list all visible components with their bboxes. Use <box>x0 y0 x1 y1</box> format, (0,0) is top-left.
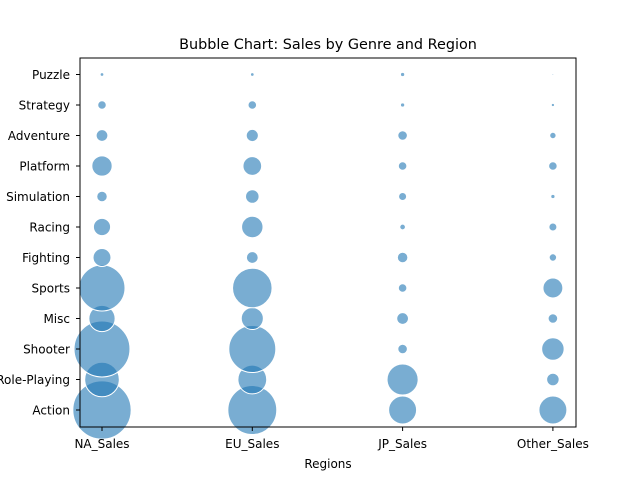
bubble-puzzle-na_sales <box>99 72 105 77</box>
plot-frame <box>79 57 577 428</box>
bubble-misc-eu_sales <box>240 306 264 331</box>
bubble-platform-eu_sales <box>242 156 263 176</box>
bubble-simulation-eu_sales <box>245 189 260 204</box>
bubble-platform-jp_sales <box>397 161 408 171</box>
bubble-puzzle-other_sales <box>551 73 555 76</box>
bubble-sports-na_sales <box>78 264 126 312</box>
bubble-sports-eu_sales <box>232 267 273 309</box>
y-tick-label: Racing <box>29 221 70 235</box>
bubble-racing-jp_sales <box>399 223 406 231</box>
bubble-role-playing-jp_sales <box>386 363 419 396</box>
y-tick-label: Sports <box>32 282 70 296</box>
bubble-strategy-eu_sales <box>247 100 258 110</box>
bubble-fighting-other_sales <box>548 253 558 262</box>
bubble-misc-other_sales <box>547 313 559 324</box>
y-tick-label: Simulation <box>6 190 70 204</box>
bubble-action-other_sales <box>538 395 568 425</box>
bubble-racing-eu_sales <box>241 215 264 239</box>
y-axis: Action Role-Playing Shooter Misc Sports Fight… <box>0 68 80 418</box>
bubble-sports-jp_sales <box>397 283 408 293</box>
y-tick-label: Platform <box>19 160 70 174</box>
bubble-platform-other_sales <box>548 161 558 171</box>
bubble-simulation-na_sales <box>96 190 108 203</box>
x-tick-label: JP_Sales <box>377 437 427 451</box>
y-tick-label: Action <box>32 404 70 418</box>
bubble-simulation-other_sales <box>550 193 556 200</box>
bubble-adventure-na_sales <box>95 129 109 142</box>
y-tick-label: Adventure <box>8 129 70 143</box>
bubble-puzzle-jp_sales <box>399 71 406 78</box>
bubble-fighting-na_sales <box>92 248 112 267</box>
x-tick-label: EU_Sales <box>225 437 279 451</box>
y-tick-label: Misc <box>43 312 70 326</box>
bubble-fighting-eu_sales <box>245 251 259 264</box>
bubble-racing-other_sales <box>548 222 558 232</box>
bubble-role-playing-other_sales <box>546 372 560 387</box>
bubble-shooter-other_sales <box>541 337 565 361</box>
y-tick-label: Role-Playing <box>0 373 70 387</box>
bubble-layer <box>72 71 568 440</box>
y-tick-label: Strategy <box>19 99 70 113</box>
bubble-action-jp_sales <box>388 395 418 425</box>
bubble-strategy-na_sales <box>97 100 107 110</box>
bubble-adventure-jp_sales <box>397 130 408 141</box>
bubble-racing-na_sales <box>92 217 112 237</box>
bubble-shooter-jp_sales <box>397 343 408 355</box>
bubble-fighting-jp_sales <box>396 251 409 264</box>
bubble-platform-na_sales <box>91 155 113 177</box>
x-tick-label: Other_Sales <box>517 437 589 451</box>
y-tick-label: Puzzle <box>32 68 70 82</box>
bubble-adventure-other_sales <box>549 131 557 140</box>
bubble-misc-jp_sales <box>396 312 409 325</box>
chart-title: Bubble Chart: Sales by Genre and Region <box>179 37 477 53</box>
x-axis-label: Regions <box>304 457 351 471</box>
x-tick-label: NA_Sales <box>74 437 129 451</box>
y-tick-label: Shooter <box>23 343 70 357</box>
y-tick-label: Fighting <box>22 251 70 265</box>
bubble-strategy-jp_sales <box>399 102 406 108</box>
bubble-puzzle-eu_sales <box>249 72 255 77</box>
bubble-strategy-other_sales <box>550 102 556 108</box>
bubble-adventure-eu_sales <box>245 128 259 143</box>
bubble-simulation-jp_sales <box>398 191 408 202</box>
x-axis: NA_Sales EU_Sales JP_Sales Other_Sales <box>74 427 589 451</box>
bubble-sports-other_sales <box>542 277 564 299</box>
bubble-shooter-eu_sales <box>228 325 277 373</box>
